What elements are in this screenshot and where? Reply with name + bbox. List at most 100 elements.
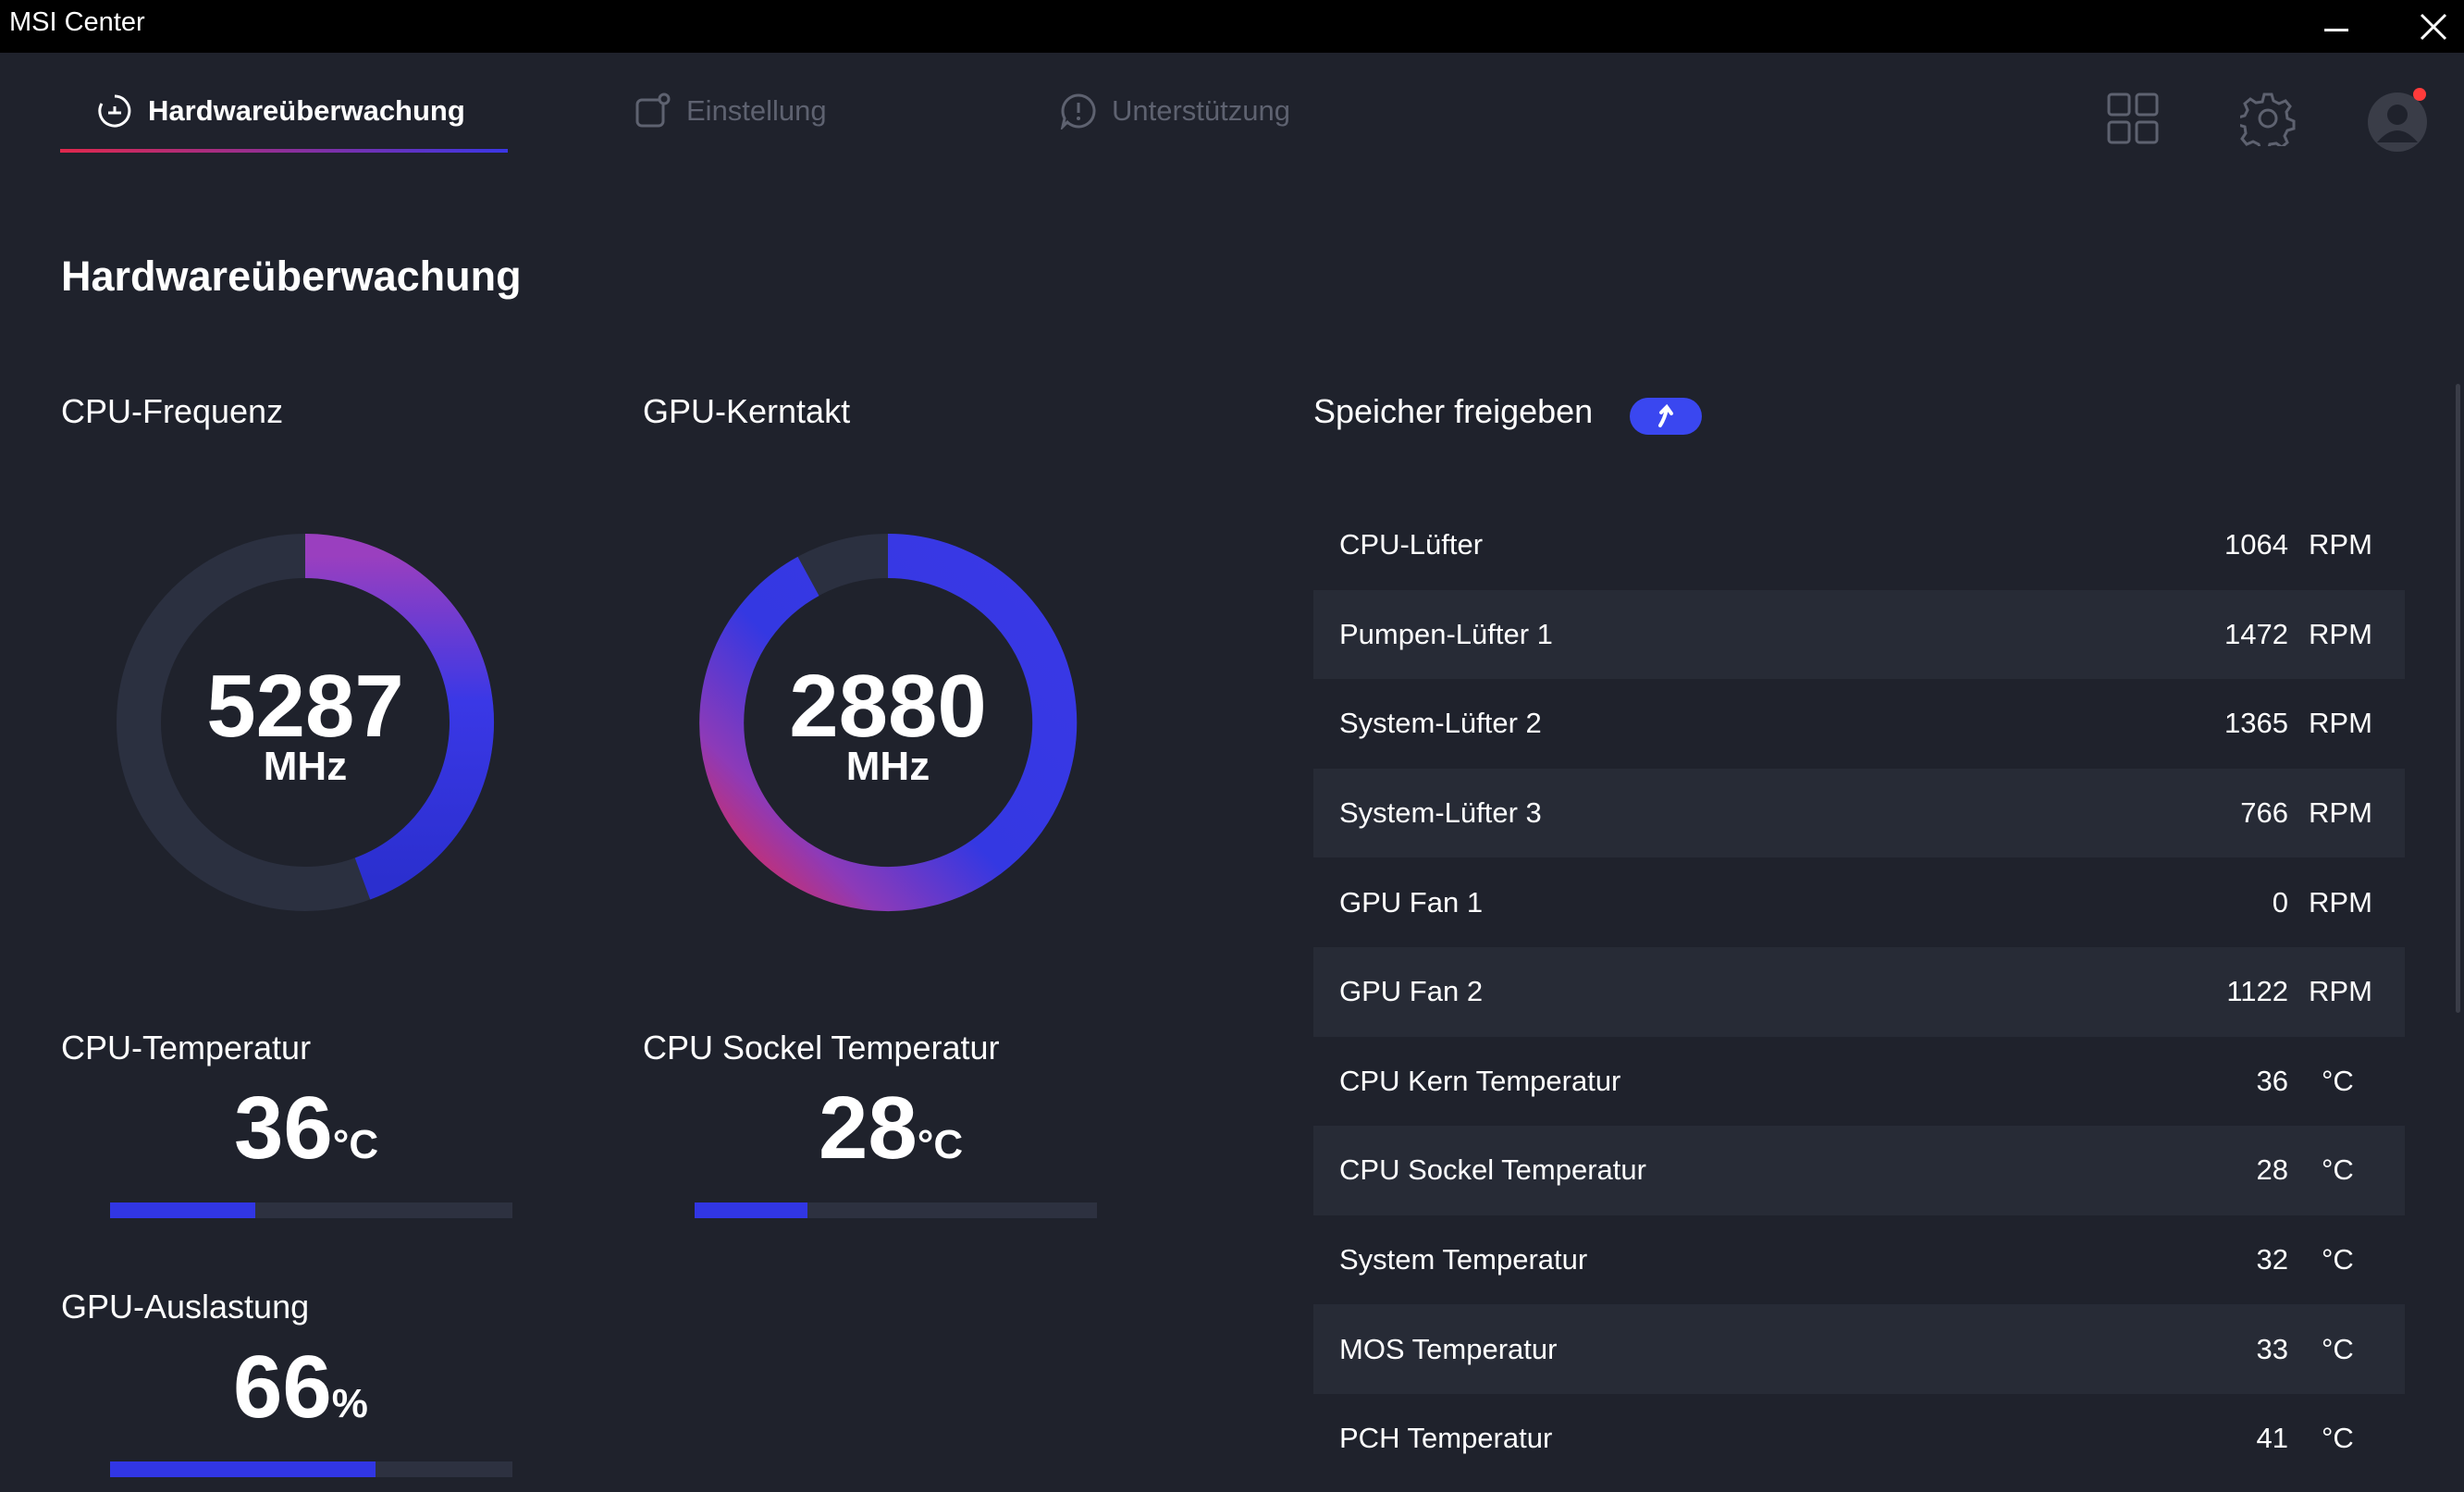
tab-label: Hardwareüberwachung <box>148 94 465 127</box>
gpu-clock-ring <box>699 534 1078 911</box>
sensor-name: System Temperatur <box>1339 1243 1588 1276</box>
minimize-button[interactable] <box>2309 0 2364 53</box>
sensor-name: Pumpen-Lüfter 1 <box>1339 617 1553 650</box>
gpu-load-readout: 66% <box>233 1343 368 1432</box>
monitor-gauge-icon <box>96 92 133 129</box>
gpu-load-label: GPU-Auslastung <box>61 1288 310 1326</box>
settings-box-icon <box>634 92 671 129</box>
tab-settings[interactable]: Einstellung <box>634 88 827 134</box>
sensor-name: CPU Kern Temperatur <box>1339 1064 1621 1097</box>
settings-button[interactable] <box>2236 91 2296 153</box>
alert-bubble-icon <box>1060 92 1097 131</box>
sensor-value: 1472 <box>2224 617 2288 650</box>
sensor-value: 32 <box>2256 1243 2288 1276</box>
sensor-row: System-Lüfter 3 766 RPM <box>1313 768 2405 858</box>
top-nav: Hardwareüberwachung Einstellung Unterstü… <box>0 55 2464 162</box>
gpu-load-unit: % <box>331 1381 368 1426</box>
tab-label: Unterstützung <box>1112 94 1290 127</box>
boost-arrow-icon <box>1658 403 1673 427</box>
cpu-temperature-readout: 36°C <box>234 1084 378 1173</box>
sensor-name: GPU Fan 1 <box>1339 885 1484 919</box>
sensor-name: CPU-Lüfter <box>1339 528 1484 561</box>
sensor-value: 36 <box>2256 1064 2288 1097</box>
user-profile-button[interactable] <box>2364 87 2431 158</box>
sensor-row: CPU-Lüfter 1064 RPM <box>1313 500 2405 590</box>
sensor-unit: RPM <box>2309 617 2372 650</box>
close-icon <box>2420 13 2447 41</box>
close-button[interactable] <box>2405 0 2460 53</box>
sensor-row: MOS Temperatur 33 °C <box>1313 1304 2405 1394</box>
sensor-unit: RPM <box>2309 975 2372 1008</box>
sensor-unit: °C <box>2322 1064 2354 1097</box>
gpu-clock-unit: MHz <box>845 744 930 789</box>
sensor-row: Pumpen-Lüfter 1 1472 RPM <box>1313 589 2405 680</box>
app-title: MSI Center <box>9 7 145 37</box>
free-memory-label: Speicher freigeben <box>1313 392 1594 430</box>
cpu-temperature-value: 36 <box>234 1079 333 1178</box>
sensor-unit: °C <box>2322 1153 2354 1187</box>
cpu-frequency-ring <box>117 534 495 911</box>
grid-view-button[interactable] <box>2107 92 2159 149</box>
sensor-unit: RPM <box>2309 885 2372 919</box>
title-bar: MSI Center <box>0 0 2464 53</box>
gpu-clock-gauge: 2880 MHz <box>694 528 1082 921</box>
sensor-value: 28 <box>2256 1153 2288 1187</box>
free-memory-button[interactable] <box>1630 398 1702 435</box>
socket-temperature-label: CPU Sockel Temperatur <box>643 1029 1000 1067</box>
cpu-temperature-label: CPU-Temperatur <box>61 1029 312 1067</box>
gpu-clock-label: GPU-Kerntakt <box>643 392 851 430</box>
sensor-value: 33 <box>2256 1332 2288 1365</box>
socket-temperature-bar-fill <box>695 1202 807 1218</box>
sensor-name: PCH Temperatur <box>1339 1422 1553 1455</box>
cpu-frequency-gauge: 5287 MHz <box>111 528 499 921</box>
sensor-list: CPU-Lüfter 1064 RPM Pumpen-Lüfter 1 1472 RPM S… <box>1313 500 2405 1484</box>
sensor-row: GPU Fan 1 0 RPM <box>1313 857 2405 947</box>
cpu-temperature-bar <box>110 1202 512 1218</box>
sensor-value: 41 <box>2256 1422 2288 1455</box>
cpu-temperature-unit: °C <box>332 1122 379 1167</box>
cpu-temperature-bar-fill <box>110 1202 255 1218</box>
avatar-icon <box>2368 88 2427 152</box>
sensor-row: GPU Fan 2 1122 RPM <box>1313 946 2405 1037</box>
socket-temperature-value: 28 <box>819 1079 918 1178</box>
sensor-value: 1064 <box>2224 528 2288 561</box>
gpu-clock-value: 2880 <box>789 657 987 756</box>
sensor-value: 766 <box>2240 796 2288 830</box>
active-tab-indicator <box>60 149 508 153</box>
sensor-unit: RPM <box>2309 707 2372 740</box>
cpu-frequency-value: 5287 <box>206 657 404 756</box>
sensor-value: 0 <box>2272 885 2288 919</box>
sensor-row: System-Lüfter 2 1365 RPM <box>1313 679 2405 769</box>
sensor-row: CPU Sockel Temperatur 28 °C <box>1313 1126 2405 1215</box>
sensor-unit: °C <box>2322 1243 2354 1276</box>
sensor-row: PCH Temperatur 41 °C <box>1313 1394 2405 1484</box>
page-title: Hardwareüberwachung <box>61 253 522 300</box>
gpu-load-bar <box>110 1461 512 1477</box>
sensor-unit: °C <box>2322 1422 2354 1455</box>
sensor-value: 1365 <box>2224 707 2288 740</box>
socket-temperature-unit: °C <box>917 1122 964 1167</box>
sensor-row: CPU Kern Temperatur 36 °C <box>1313 1037 2405 1127</box>
tab-hardware-monitoring[interactable]: Hardwareüberwachung <box>96 88 465 134</box>
scrollbar[interactable] <box>2456 384 2460 1013</box>
grid-icon <box>2107 92 2159 144</box>
sensor-name: System-Lüfter 3 <box>1339 796 1542 830</box>
sensor-unit: RPM <box>2309 528 2372 561</box>
tab-label: Einstellung <box>686 94 827 127</box>
gpu-load-value: 66 <box>233 1338 332 1437</box>
cpu-frequency-label: CPU-Frequenz <box>61 392 284 430</box>
tab-support[interactable]: Unterstützung <box>1060 88 1290 134</box>
sensor-name: MOS Temperatur <box>1339 1332 1558 1365</box>
socket-temperature-bar <box>695 1202 1097 1218</box>
sensor-row: System Temperatur 32 °C <box>1313 1215 2405 1305</box>
cpu-frequency-unit: MHz <box>263 744 348 789</box>
gpu-load-bar-fill <box>110 1461 376 1477</box>
socket-temperature-readout: 28°C <box>819 1084 963 1173</box>
sensor-name: System-Lüfter 2 <box>1339 707 1542 740</box>
sensor-name: GPU Fan 2 <box>1339 975 1484 1008</box>
gear-icon <box>2236 92 2296 153</box>
sensor-value: 1122 <box>2226 975 2288 1008</box>
sensor-unit: °C <box>2322 1332 2354 1365</box>
sensor-unit: RPM <box>2309 796 2372 830</box>
sensor-name: CPU Sockel Temperatur <box>1339 1153 1646 1187</box>
